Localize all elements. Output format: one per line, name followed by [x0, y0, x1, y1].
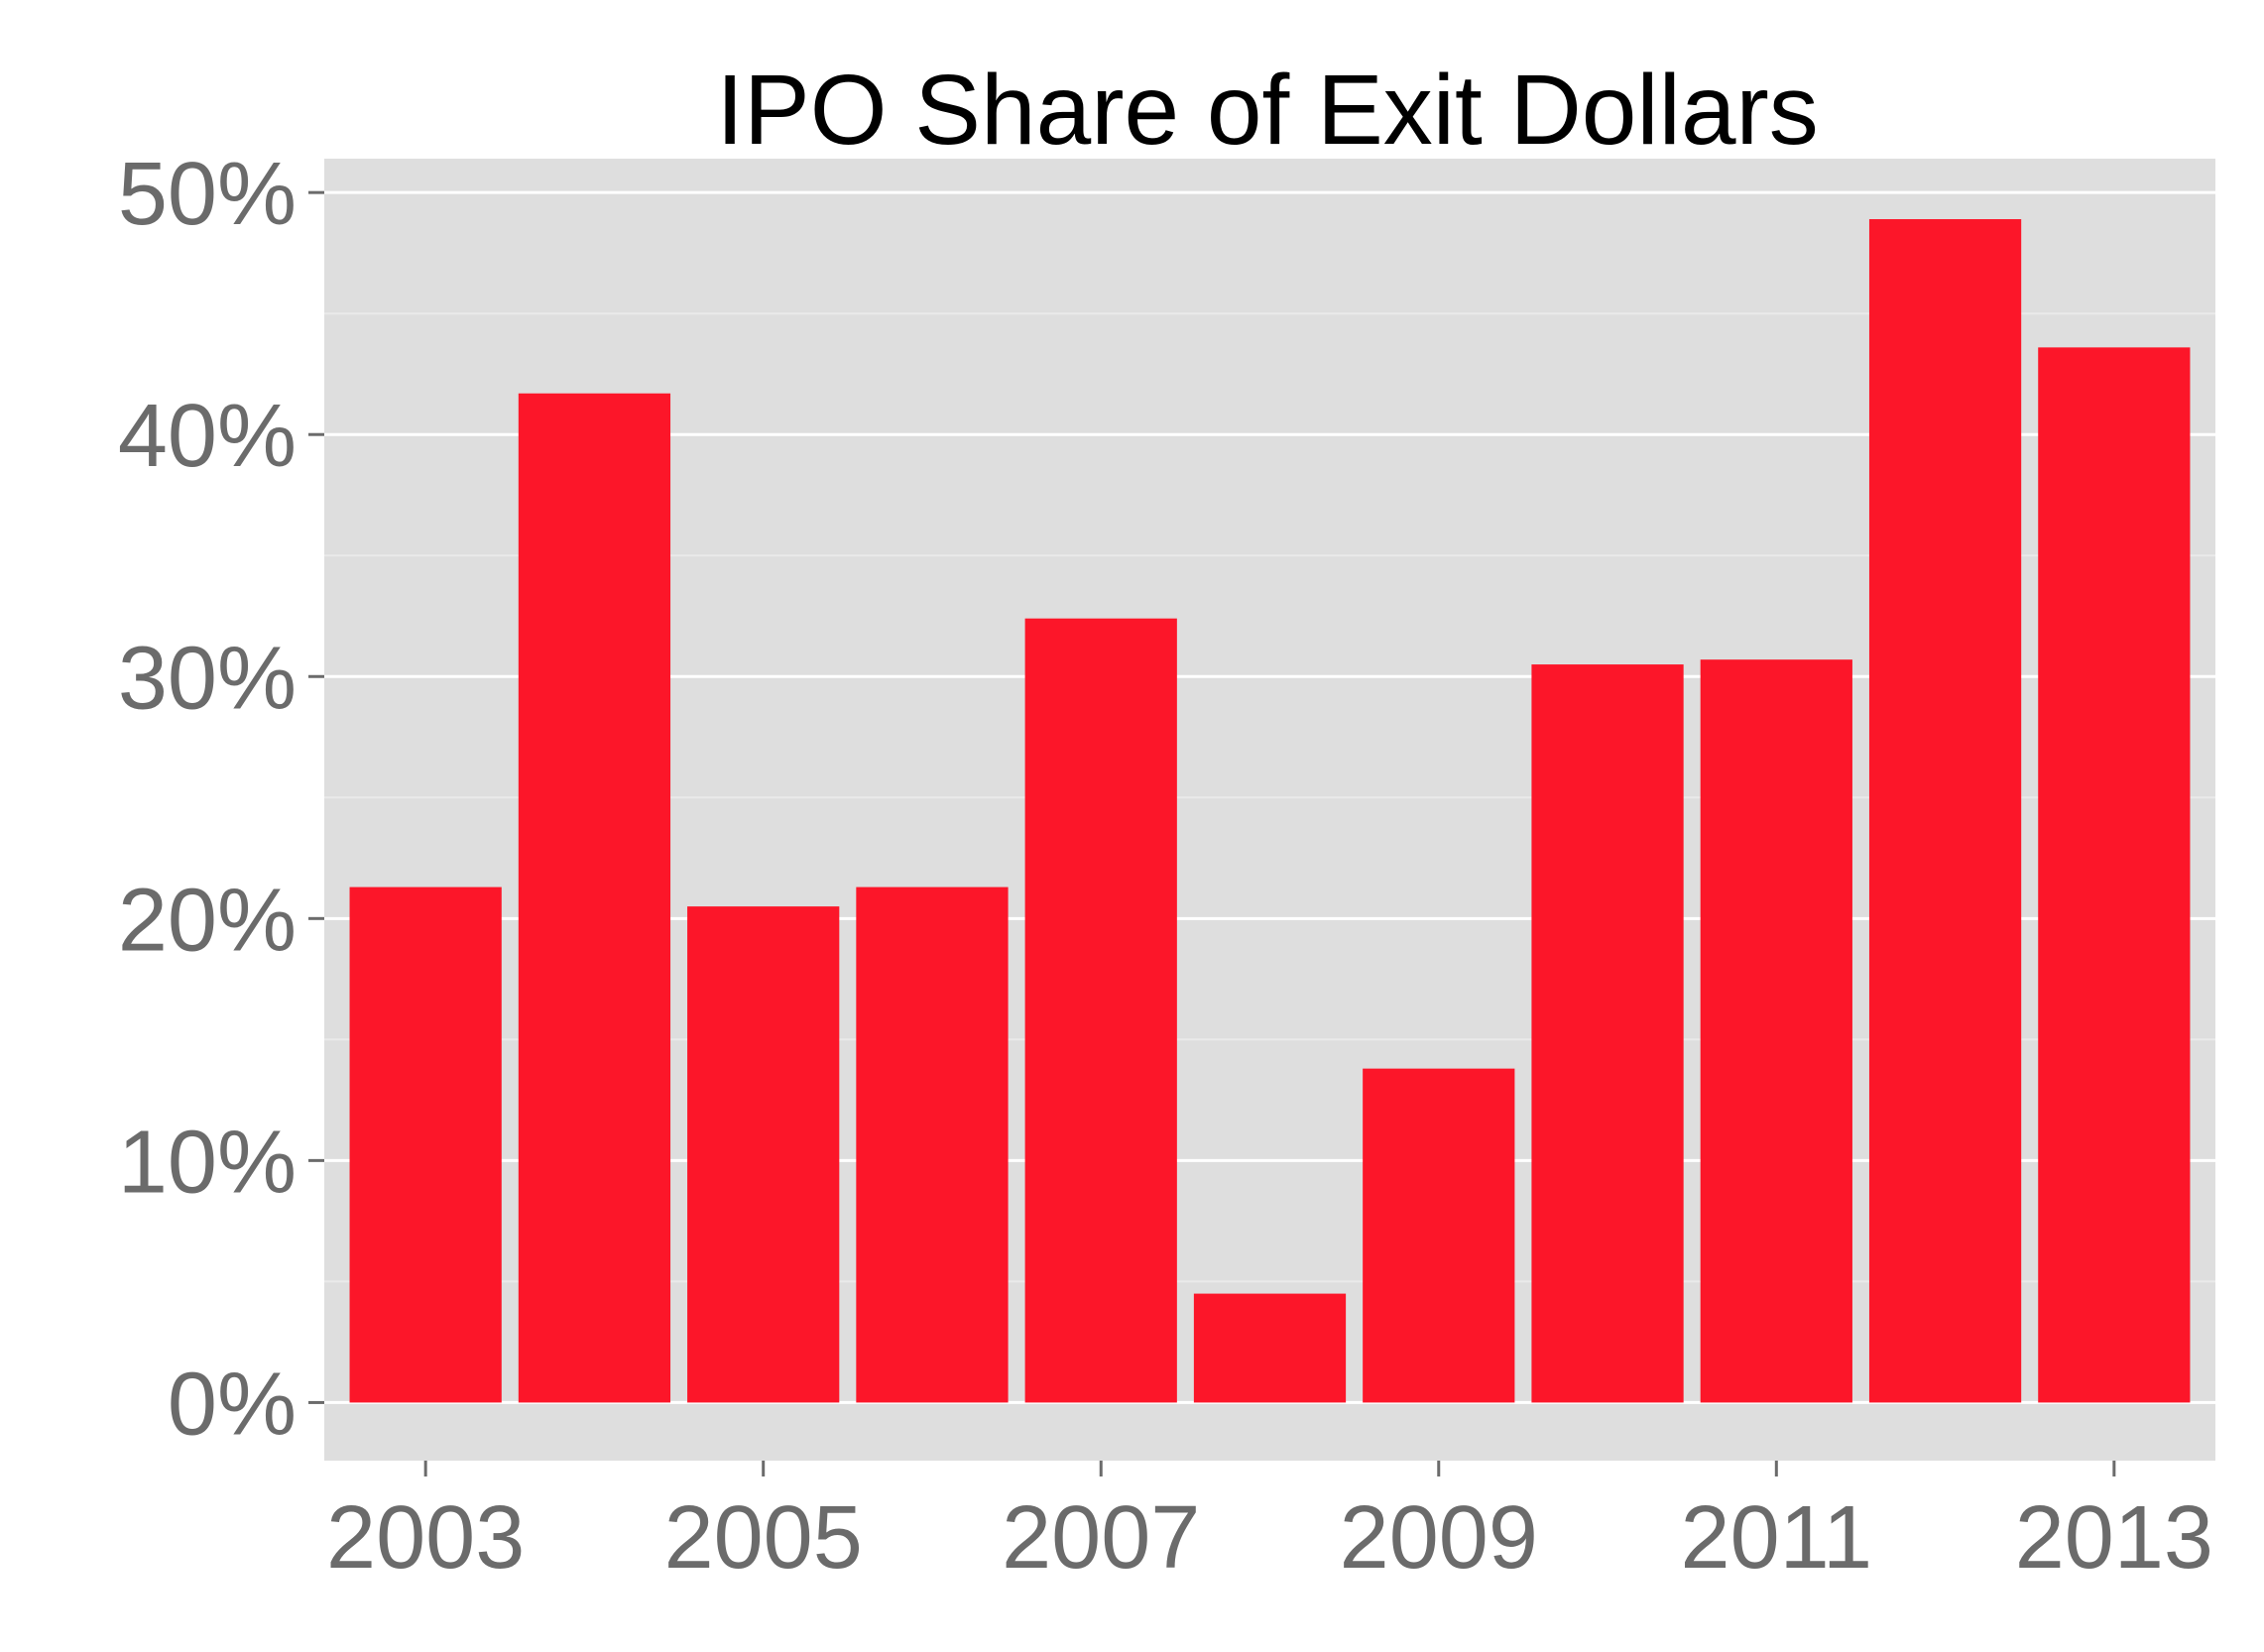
- y-tick-label: 0%: [168, 1355, 297, 1454]
- bar-2013: [2038, 347, 2191, 1403]
- bar-2005: [687, 906, 840, 1403]
- bar-2012: [1868, 219, 2022, 1403]
- bars: [349, 219, 2191, 1403]
- chart-title: IPO Share of Exit Dollars: [716, 55, 1819, 166]
- x-tick-label: 2005: [664, 1488, 863, 1588]
- y-tick-label: 50%: [118, 145, 297, 244]
- x-tick-label: 2009: [1340, 1488, 1538, 1588]
- y-axis: 0% 10% 20% 30% 40% 50%: [118, 145, 324, 1454]
- bar-2009: [1363, 1068, 1515, 1403]
- bar-2007: [1024, 618, 1177, 1403]
- bar-2003: [349, 886, 502, 1403]
- bar-2004: [518, 393, 671, 1403]
- x-axis: 2003 2005 2007 2009 2011 2013: [326, 1461, 2213, 1588]
- bar-2011: [1700, 659, 1852, 1403]
- x-tick-label: 2011: [1681, 1488, 1873, 1588]
- x-tick-label: 2013: [2015, 1488, 2213, 1588]
- x-tick-label: 2003: [326, 1488, 525, 1588]
- y-tick-label: 10%: [118, 1113, 297, 1212]
- y-tick-label: 30%: [118, 629, 297, 728]
- y-tick-label: 40%: [118, 387, 297, 486]
- y-tick-label: 20%: [118, 871, 297, 970]
- bar-2010: [1531, 664, 1684, 1403]
- bar-2008: [1193, 1293, 1347, 1403]
- x-tick-label: 2007: [1002, 1488, 1200, 1588]
- bar-2006: [856, 886, 1009, 1403]
